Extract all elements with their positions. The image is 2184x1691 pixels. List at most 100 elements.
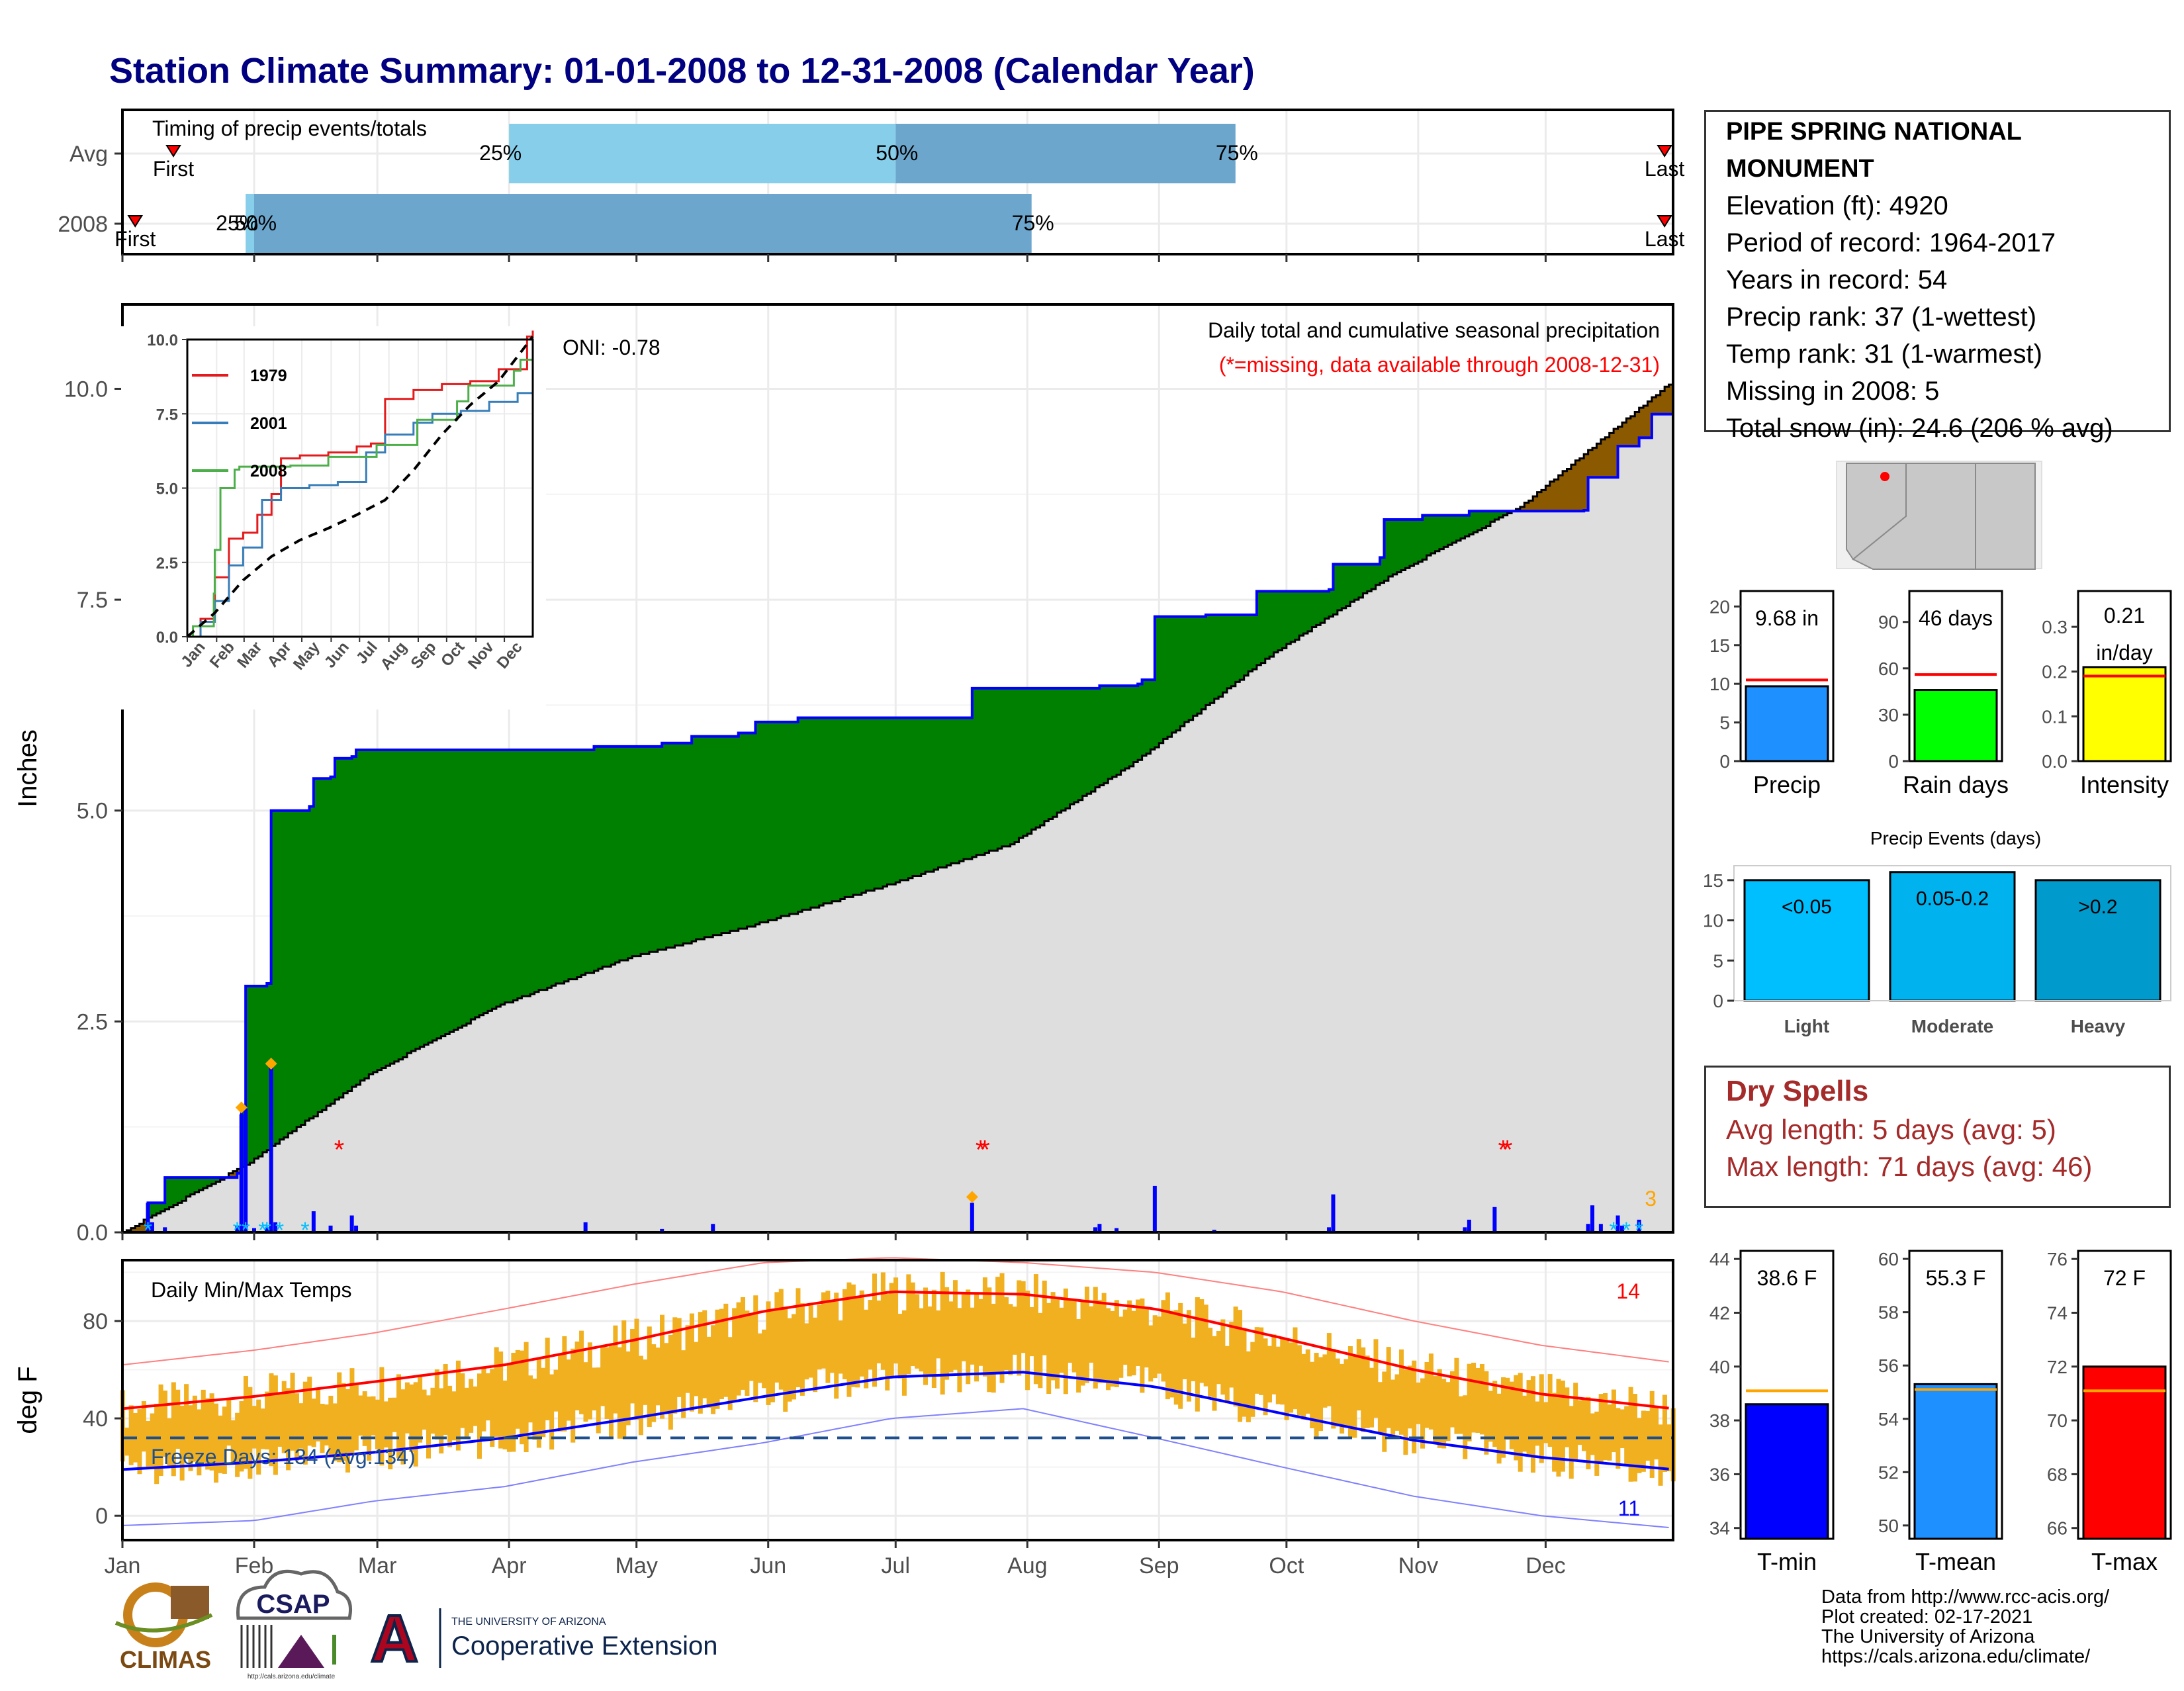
month-tick-label: Jul (882, 1553, 910, 1578)
daily-temp-bar (353, 1385, 359, 1451)
daily-temp-bar (426, 1395, 431, 1459)
daily-temp-bar (490, 1369, 495, 1447)
daily-temp-bar (923, 1287, 929, 1385)
snow-day-marker: * (1610, 1218, 1618, 1243)
precip-y-axis-label: Inches (13, 729, 42, 807)
daily-temp-bar (367, 1396, 372, 1461)
station-name: PIPE SPRING NATIONAL MONUMENT (1726, 118, 2022, 183)
timing-p25-label: 25% (216, 211, 258, 235)
daily-precip-bar (1097, 1224, 1102, 1232)
daily-temp-bar (1305, 1349, 1310, 1414)
daily-temp-bar (1293, 1327, 1298, 1410)
footer-credits: Data from http://www.rcc-acis.org/ Plot … (1821, 1587, 2109, 1667)
daily-temp-bar (137, 1409, 142, 1475)
daily-temp-bar (1352, 1354, 1357, 1438)
daily-temp-bar (1289, 1342, 1294, 1413)
timing-bar-50-75 (253, 194, 1032, 253)
daily-temp-bar (277, 1394, 283, 1447)
bar-value-label: 46 days (1919, 606, 1993, 630)
daily-temp-bar (855, 1297, 860, 1388)
daily-temp-bar (286, 1388, 291, 1471)
daily-temp-bar (1071, 1300, 1077, 1373)
precip-subtitle: (*=missing, data available through 2008-… (1219, 353, 1660, 377)
daily-temp-bar (1199, 1299, 1205, 1383)
bar-y-tick-label: 68 (2047, 1464, 2068, 1485)
daily-precip-bar (970, 1203, 974, 1232)
daily-temp-bar (1641, 1410, 1646, 1472)
daily-temp-bar (1284, 1339, 1289, 1420)
daily-precip-bar (150, 1222, 154, 1232)
daily-temp-bar (1526, 1380, 1531, 1457)
daily-temp-bar (719, 1308, 724, 1400)
daily-temp-bar (1547, 1374, 1553, 1447)
daily-temp-bar (506, 1362, 512, 1452)
daily-temp-bar (260, 1408, 265, 1449)
daily-temp-bar (689, 1313, 694, 1412)
daily-temp-bar (358, 1395, 363, 1436)
daily-temp-bar (566, 1359, 571, 1421)
events-y-tick-label: 0 (1713, 991, 1723, 1011)
daily-temp-bar (332, 1403, 338, 1461)
daily-temp-bar (901, 1310, 907, 1396)
bar-y-tick-label: 72 (2047, 1357, 2068, 1377)
daily-temp-bar (485, 1373, 490, 1421)
csap-url: http://cals.arizona.edu/climate (248, 1673, 336, 1680)
daily-temp-bar (982, 1277, 987, 1377)
daily-temp-bar (1331, 1349, 1336, 1429)
daily-temp-bar (1275, 1346, 1281, 1404)
daily-temp-bar (1203, 1304, 1208, 1387)
missing-day-marker: * (1502, 1136, 1513, 1165)
daily-temp-bar (846, 1282, 852, 1397)
bar-value (1745, 1403, 1829, 1540)
temp-frame (121, 1259, 1674, 1541)
daily-temp-bar (698, 1312, 703, 1414)
daily-temp-bar (1433, 1376, 1438, 1444)
daily-temp-bar (1590, 1413, 1595, 1455)
bar-y-tick-label: 34 (1709, 1518, 1730, 1539)
extreme-precip-marker (235, 1101, 248, 1114)
bar-y-tick-label: 0.2 (2042, 662, 2068, 682)
daily-temp-bar (128, 1405, 134, 1465)
bar-y-tick-label: 90 (1878, 612, 1899, 633)
daily-temp-bar (634, 1318, 639, 1420)
daily-temp-bar (940, 1271, 945, 1395)
daily-temp-bar (910, 1282, 915, 1367)
daily-precip-bar (235, 1225, 240, 1232)
daily-temp-bar (345, 1389, 351, 1473)
daily-temp-bar (999, 1273, 1005, 1383)
daily-temp-bar (579, 1330, 584, 1414)
timing-p50-label: 50% (876, 141, 918, 165)
daily-temp-bar (184, 1384, 189, 1459)
daily-temp-bar (1246, 1351, 1251, 1422)
daily-temp-bar (757, 1333, 762, 1383)
precip-frame (121, 303, 1674, 1234)
precip-panel: * * * ** * * * * ** ** **Daily total and cumulativ… (13, 303, 1674, 1246)
snow-day-marker: * (144, 1218, 152, 1243)
month-tick-label: Jun (750, 1553, 786, 1578)
temp-mean-bar-2: 66 68 70 72 74 76 72 F T-max (2047, 1249, 2172, 1575)
precip-y-tick-label: 5.0 (77, 799, 108, 824)
daily-temp-bar (596, 1367, 601, 1434)
daily-temp-bar (1615, 1408, 1621, 1469)
daily-temp-bar (1033, 1274, 1038, 1385)
precip-2008-line (122, 412, 1674, 1234)
daily-temp-bar (685, 1325, 690, 1393)
daily-temp-bar (243, 1376, 248, 1469)
bar-value-label: 38.6 F (1757, 1266, 1817, 1290)
station-info-line: Years in record: 54 (1726, 265, 1948, 295)
station-info-line: Temp rank: 31 (1-warmest) (1726, 340, 2042, 369)
daily-temp-bar (388, 1397, 393, 1470)
bar-value-label: 55.3 F (1926, 1266, 1986, 1290)
timing-first-label: First (153, 157, 194, 181)
daily-temp-bar (1127, 1300, 1132, 1377)
daily-temp-bar (316, 1388, 321, 1441)
daily-temp-bar (655, 1348, 660, 1406)
timing-last-marker (1657, 215, 1672, 228)
daily-temp-bar (1407, 1365, 1412, 1429)
precip-y-tick-label: 0.0 (77, 1220, 108, 1246)
daily-temp-bar (770, 1308, 775, 1402)
daily-temp-bar (562, 1336, 567, 1432)
daily-temp-bar (1008, 1304, 1013, 1375)
inset-y-tick-label: 7.5 (156, 406, 178, 424)
